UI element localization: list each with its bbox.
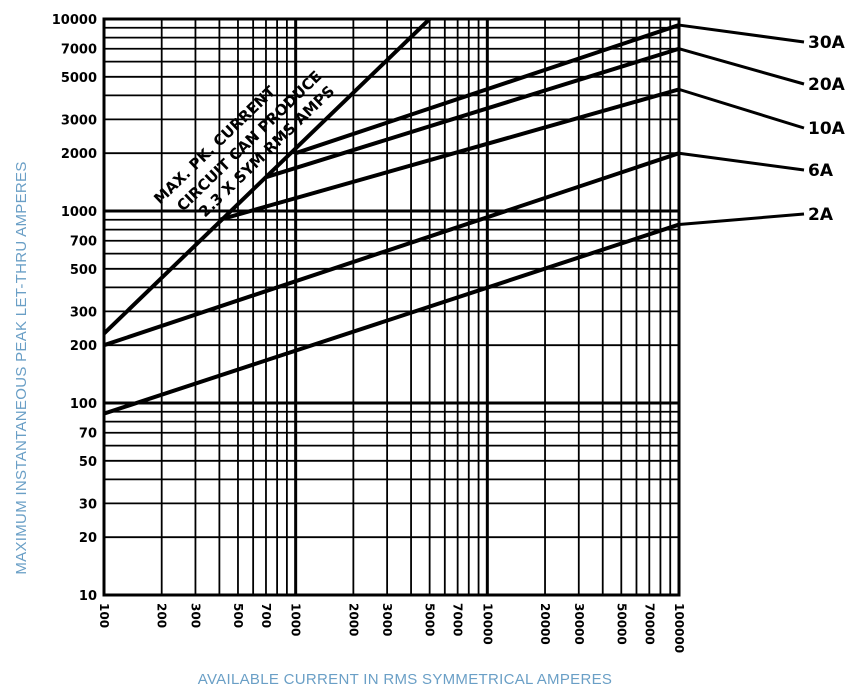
curve-6a (103, 151, 680, 348)
plot-frame (102, 17, 681, 597)
x-tick-label: 5000 (423, 603, 437, 636)
label-10a: 10A (808, 119, 846, 139)
leader-20a (678, 47, 805, 86)
y-tick-label: 70 (79, 427, 97, 442)
x-tick-label: 200 (155, 603, 169, 628)
leader-2a (678, 212, 805, 227)
y-tick-label: 5000 (61, 71, 97, 86)
y-tick-label: 500 (70, 263, 97, 278)
y-tick-label: 20 (79, 531, 97, 546)
y-tick-label: 200 (70, 339, 97, 354)
y-tick-label: 2000 (61, 147, 97, 162)
y-axis-label: MAXIMUM INSTANTANEOUS PEAK LET-THRU AMPE… (13, 161, 30, 574)
label-30a: 30A (808, 33, 846, 53)
x-tick-label: 20000 (538, 603, 552, 645)
x-tick-label: 10000 (480, 603, 494, 645)
curve-10a (218, 87, 680, 222)
y-tick-label: 100 (70, 397, 97, 412)
x-tick-label: 300 (188, 603, 202, 628)
curves (103, 23, 680, 416)
curve-2a (103, 222, 680, 416)
leader-30a (678, 23, 805, 44)
curve-20a (265, 46, 680, 180)
y-tick-label: 30 (79, 497, 97, 512)
y-tick-label: 7000 (61, 43, 97, 58)
label-2a: 2A (808, 205, 834, 225)
y-tick-label: 50 (79, 455, 97, 470)
y-tick-label: 10 (79, 589, 97, 604)
grid-lines (104, 19, 679, 595)
curve-30a (295, 23, 680, 156)
x-tick-label: 70000 (642, 603, 656, 645)
x-tick-label: 1000 (289, 603, 303, 636)
y-tick-label: 1000 (61, 205, 97, 220)
y-tick-labels: 10000 7000 5000 3000 2000 1000 700 500 300 200 100… (52, 13, 97, 604)
y-tick-label: 3000 (61, 113, 97, 128)
label-20a: 20A (808, 75, 846, 95)
x-tick-label: 100 (97, 603, 111, 628)
x-tick-label: 100000 (672, 603, 686, 653)
x-tick-label: 3000 (380, 603, 394, 636)
leader-6a (678, 151, 805, 172)
x-tick-label: 500 (231, 603, 245, 628)
x-tick-label: 50000 (614, 603, 628, 645)
y-tick-label: 700 (70, 235, 97, 250)
y-tick-label: 300 (70, 305, 97, 320)
curve-labels: 30A 20A 10A 6A 2A (678, 23, 846, 227)
leader-10a (678, 87, 805, 130)
label-6a: 6A (808, 161, 834, 181)
x-tick-label: 2000 (346, 603, 360, 636)
x-axis-label: AVAILABLE CURRENT IN RMS SYMMETRICAL AMP… (198, 671, 612, 688)
x-tick-label: 700 (259, 603, 273, 628)
x-tick-label: 30000 (572, 603, 586, 645)
x-tick-labels: 100 200 300 500 700 1000 2000 3000 5000 7000 10000… (97, 603, 686, 653)
x-tick-label: 7000 (451, 603, 465, 636)
y-tick-label: 10000 (52, 13, 97, 28)
